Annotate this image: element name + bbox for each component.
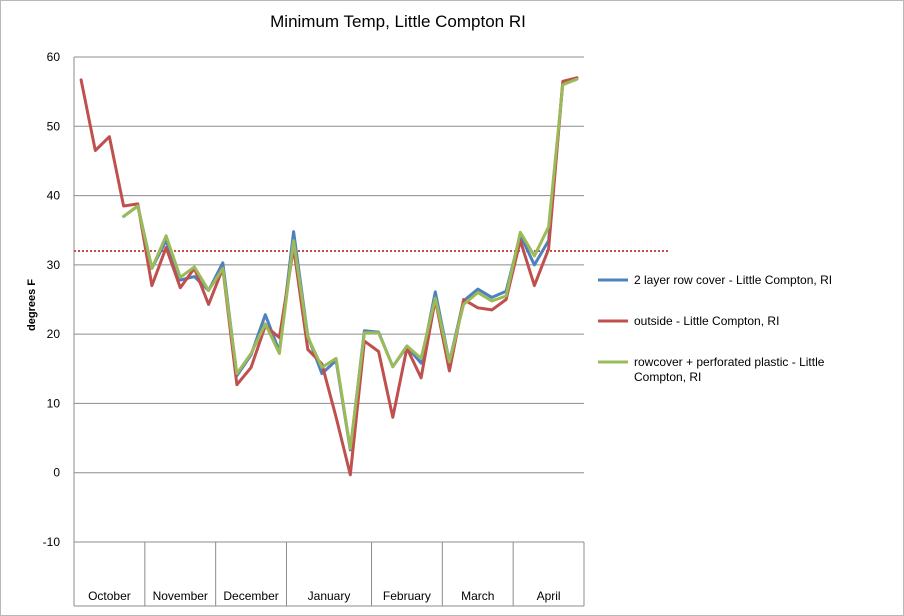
x-tick-label: November <box>153 589 208 603</box>
x-tick-label: February <box>383 589 431 603</box>
x-tick-label: January <box>308 589 351 603</box>
series-line <box>122 77 579 450</box>
y-tick-label: 60 <box>47 50 61 64</box>
y-tick-label: 50 <box>47 119 61 133</box>
series-line <box>79 76 579 477</box>
legend-entry: outside - Little Compton, RI <box>634 314 779 328</box>
legend: 2 layer row cover - Little Compton, RI ou… <box>598 273 832 384</box>
x-tick-label: December <box>223 589 278 603</box>
series-line <box>122 76 579 452</box>
x-tick-label: October <box>88 589 131 603</box>
chart-title: Minimum Temp, Little Compton RI <box>270 12 526 31</box>
y-tick-label: 20 <box>47 327 61 341</box>
x-tick-label: March <box>461 589 494 603</box>
y-tick-label: 10 <box>47 396 61 410</box>
y-tick-label: 30 <box>47 258 61 272</box>
x-tick-label: April <box>537 589 561 603</box>
legend-entry: rowcover + perforated plastic - Little Co… <box>634 355 825 384</box>
axes: -10 0 10 20 30 40 50 60 October November December J… <box>43 50 585 607</box>
series-group <box>79 76 579 477</box>
y-tick-label: 0 <box>53 466 60 480</box>
legend-entry: 2 layer row cover - Little Compton, RI <box>634 273 832 287</box>
y-tick-label: 40 <box>47 189 61 203</box>
y-tick-label: -10 <box>43 535 61 549</box>
